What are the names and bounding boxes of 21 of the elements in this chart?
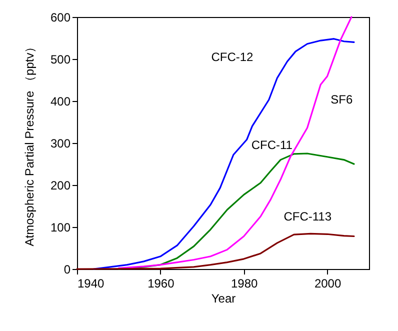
y-tick-label: 200: [50, 178, 71, 192]
y-tick-label: 400: [50, 94, 71, 108]
x-tick-label: 1940: [78, 276, 105, 290]
x-tick-label: 1960: [148, 276, 175, 290]
y-tick-label: 0: [64, 262, 71, 276]
line-series: [118, 16, 352, 269]
line-series: [92, 38, 355, 270]
x-axis-title: Year: [211, 292, 236, 306]
series-label: CFC-11: [251, 138, 293, 152]
y-axis-title: Atmospheric Partial Pressure （pptv）: [22, 40, 36, 246]
y-tick-label: 600: [50, 10, 71, 24]
series-label: SF6: [330, 92, 353, 107]
y-tick-label: 300: [50, 136, 71, 150]
y-tick-label: 500: [50, 52, 71, 66]
x-tick-label: 1980: [231, 276, 258, 290]
series-label: CFC-113: [284, 210, 332, 224]
text: CFC-12: [211, 50, 254, 64]
line-series: [76, 232, 355, 270]
x-tick-label: 2000: [314, 276, 342, 290]
line-series: [118, 152, 355, 270]
y-tick-label: 100: [50, 220, 71, 234]
